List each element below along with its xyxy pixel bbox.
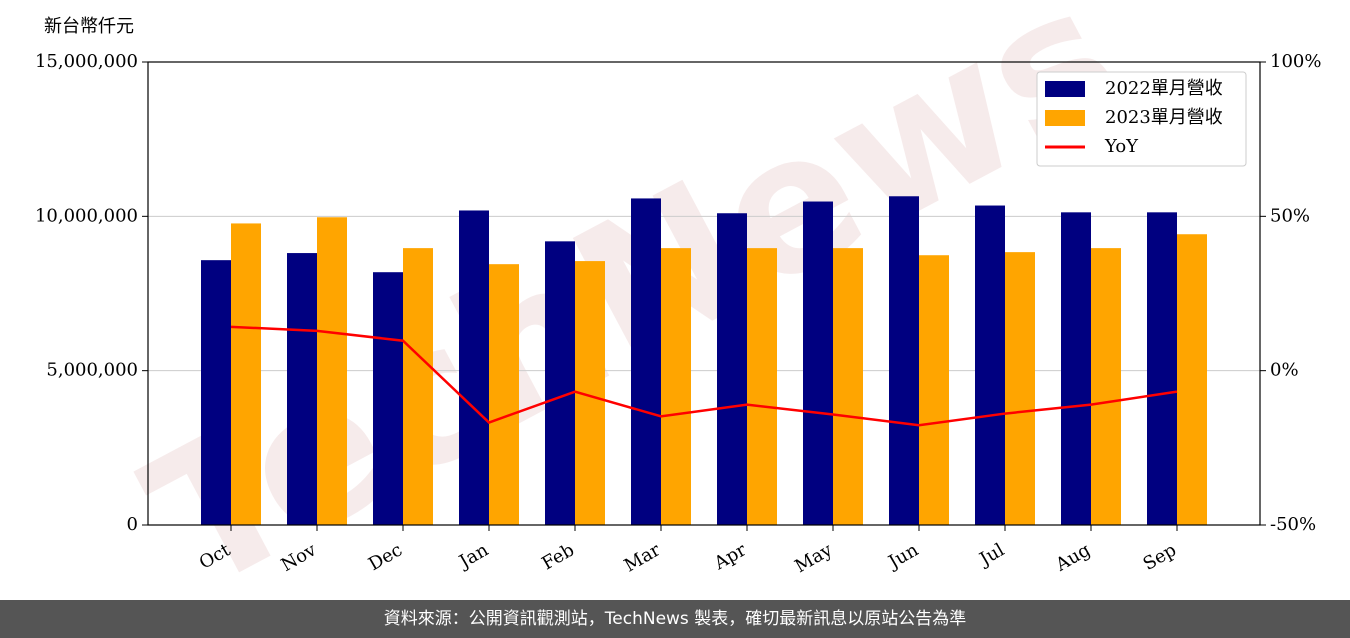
bar	[717, 213, 747, 525]
bar	[1005, 252, 1035, 525]
bar	[889, 196, 919, 525]
bar	[803, 201, 833, 525]
legend-swatch	[1045, 110, 1085, 126]
plot-frame	[147, 61, 1261, 526]
bar	[489, 264, 519, 525]
x-tick-label: Jul	[974, 539, 1008, 571]
y-tick-label: 15,000,000	[35, 51, 138, 72]
legend: 2022單月營收 2023單月營收 YoY	[1036, 71, 1247, 167]
x-tick-label: May	[791, 539, 836, 577]
bar	[1177, 234, 1207, 525]
bar	[373, 272, 403, 525]
bar	[287, 253, 317, 525]
y2-tick-label: -50%	[1270, 514, 1316, 535]
legend-label: 2023單月營收	[1105, 107, 1223, 128]
x-tick-label: Mar	[621, 539, 665, 576]
legend-label: YoY	[1104, 136, 1139, 157]
y2-tick-label: 50%	[1270, 205, 1310, 226]
bar	[1147, 212, 1177, 525]
y-tick-label: 0	[127, 514, 138, 535]
legend-label: 2022單月營收	[1105, 78, 1223, 99]
bar	[833, 248, 863, 525]
x-tick-label: Sep	[1140, 539, 1180, 574]
bar	[919, 255, 949, 525]
x-tick-label: Jun	[883, 539, 922, 574]
y-tick-label: 5,000,000	[46, 360, 138, 381]
legend-swatch	[1045, 81, 1085, 97]
y2-tick-label: 100%	[1270, 51, 1321, 72]
y2-tick-label: 0%	[1270, 360, 1299, 381]
x-tick-label: Jan	[454, 539, 492, 573]
x-tick-label: Aug	[1051, 539, 1094, 576]
bar	[1091, 248, 1121, 525]
bar	[231, 223, 261, 525]
bar	[747, 248, 777, 525]
bar	[1061, 212, 1091, 525]
bar	[631, 198, 661, 525]
x-tick-label: Apr	[710, 539, 750, 574]
bar	[201, 260, 231, 525]
bar	[975, 205, 1005, 525]
chart: 新台幣仟元 TechNews05,000,00010,000,00015,000…	[35, 0, 1322, 634]
y-axis-label: 新台幣仟元	[44, 16, 134, 37]
bar	[661, 248, 691, 525]
y-tick-label: 10,000,000	[35, 205, 138, 226]
line	[230, 325, 1178, 427]
legend-box	[1036, 71, 1247, 167]
x-tick-label: Feb	[538, 539, 578, 574]
bar	[403, 248, 433, 525]
bar	[459, 210, 489, 525]
bar	[317, 217, 347, 525]
bar	[545, 241, 575, 525]
footer: 資料來源：公開資訊觀測站，TechNews 製表，確切最新訊息以原站公告為準	[0, 600, 1350, 638]
